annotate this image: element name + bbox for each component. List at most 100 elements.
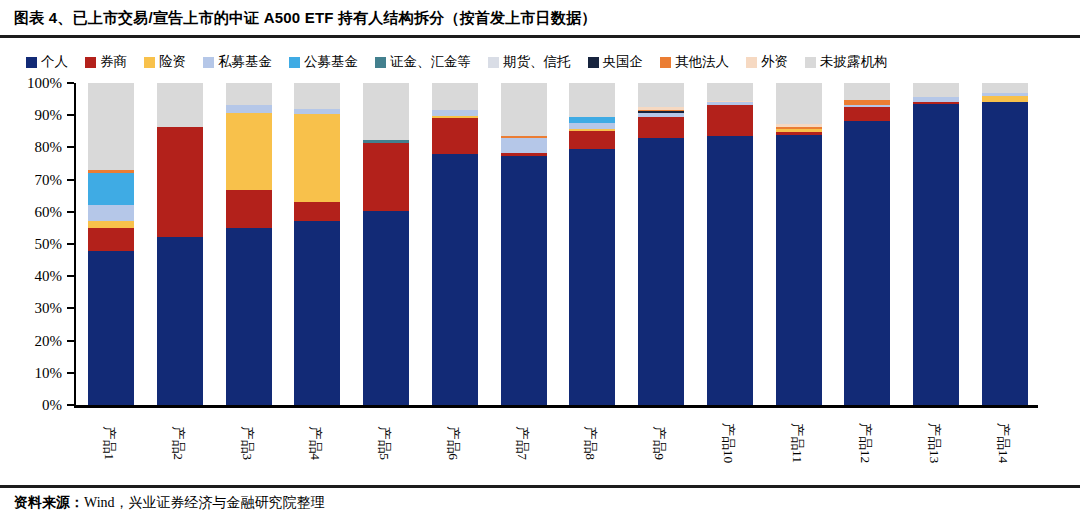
legend-label: 外资	[761, 53, 788, 71]
bar-segment-未披露机构	[982, 83, 1028, 93]
legend-swatch	[746, 57, 757, 68]
bar-产品6	[432, 83, 478, 405]
legend-item-券商: 券商	[85, 53, 127, 71]
bar-segment-未披露机构	[432, 83, 478, 110]
legend-swatch	[588, 57, 599, 68]
page: 图表 4、已上市交易/宣告上市的中证 A500 ETF 持有人结构拆分（按首发上…	[0, 0, 1080, 521]
x-label-产品10: 产品10	[705, 413, 751, 479]
legend-label: 期货、信托	[503, 53, 571, 71]
legend-label: 证金、汇金等	[390, 53, 471, 71]
legend-item-期货、信托: 期货、信托	[488, 53, 571, 71]
bar-产品2	[157, 83, 203, 405]
bar-segment-险资	[226, 113, 272, 190]
y-tick-mark	[67, 372, 74, 374]
source-text: Wind，兴业证券经济与金融研究院整理	[84, 495, 325, 510]
bar-segment-个人	[88, 251, 134, 405]
y-tick-label: 20%	[35, 332, 63, 350]
x-label-产品12: 产品12	[842, 413, 888, 479]
legend-item-央国企: 央国企	[588, 53, 644, 71]
plot-area	[74, 83, 1038, 408]
bar-segment-私募基金	[501, 138, 547, 153]
x-label-text: 产品4	[306, 426, 324, 460]
bar-产品11	[776, 83, 822, 405]
bar-产品9	[638, 83, 684, 405]
x-label-text: 产品12	[856, 423, 874, 464]
x-label-产品2: 产品2	[155, 413, 201, 479]
bar-segment-未披露机构	[707, 83, 753, 101]
x-label-text: 产品5	[375, 426, 393, 460]
x-label-产品1: 产品1	[86, 413, 132, 479]
bar-segment-未披露机构	[776, 83, 822, 124]
bar-segment-券商	[432, 118, 478, 154]
legend-item-外资: 外资	[746, 53, 788, 71]
x-label-text: 产品7	[513, 426, 531, 460]
legend-label: 央国企	[603, 53, 644, 71]
x-label-产品7: 产品7	[499, 413, 545, 479]
x-label-text: 产品1	[100, 426, 118, 460]
y-axis: 0%10%20%30%40%50%60%70%80%90%100%	[0, 83, 66, 405]
x-label-text: 产品9	[650, 426, 668, 460]
x-label-产品5: 产品5	[361, 413, 407, 479]
footer: 资料来源：Wind，兴业证券经济与金融研究院整理	[0, 485, 1080, 521]
y-tick-label: 50%	[35, 235, 63, 253]
bar-segment-券商	[363, 143, 409, 211]
legend-swatch	[805, 57, 816, 68]
bar-segment-个人	[707, 136, 753, 405]
bar-segment-险资	[294, 114, 340, 201]
legend-item-险资: 险资	[144, 53, 186, 71]
x-label-产品14: 产品14	[980, 413, 1026, 479]
bar-segment-个人	[294, 221, 340, 405]
y-tick-label: 80%	[35, 138, 63, 156]
bar-segment-未披露机构	[363, 83, 409, 140]
bar-产品5	[363, 83, 409, 405]
bar-产品10	[707, 83, 753, 405]
legend-item-未披露机构: 未披露机构	[805, 53, 888, 71]
y-tick-label: 10%	[35, 364, 63, 382]
bar-产品7	[501, 83, 547, 405]
bar-产品3	[226, 83, 272, 405]
bar-segment-个人	[501, 156, 547, 405]
legend-item-个人: 个人	[26, 53, 68, 71]
bar-segment-券商	[638, 117, 684, 138]
legend-swatch	[375, 57, 386, 68]
legend-label: 公募基金	[304, 53, 358, 71]
y-tick-label: 0%	[42, 396, 62, 414]
legend-label: 险资	[159, 53, 186, 71]
legend-swatch	[289, 57, 300, 68]
bar-segment-未披露机构	[88, 83, 134, 170]
legend-swatch	[144, 57, 155, 68]
bar-segment-个人	[844, 121, 890, 405]
x-label-text: 产品10	[719, 423, 737, 464]
x-label-text: 产品8	[581, 426, 599, 460]
bar-产品14	[982, 83, 1028, 405]
x-label-产品9: 产品9	[636, 413, 682, 479]
bar-segment-个人	[363, 211, 409, 405]
bar-segment-个人	[776, 135, 822, 405]
legend-item-证金、汇金等: 证金、汇金等	[375, 53, 471, 71]
bar-segment-券商	[294, 202, 340, 222]
y-tick-mark	[67, 211, 74, 213]
x-label-text: 产品6	[444, 426, 462, 460]
bar-segment-未披露机构	[569, 83, 615, 117]
bar-segment-私募基金	[226, 105, 272, 113]
x-label-text: 产品11	[788, 423, 806, 463]
bar-segment-券商	[569, 131, 615, 149]
legend-label: 个人	[41, 53, 68, 71]
y-tick-mark	[67, 340, 74, 342]
x-label-text: 产品13	[925, 423, 943, 464]
y-tick-mark	[67, 243, 74, 245]
y-tick-mark	[67, 82, 74, 84]
legend-item-公募基金: 公募基金	[289, 53, 358, 71]
x-label-text: 产品2	[169, 426, 187, 460]
bar-segment-未披露机构	[157, 83, 203, 127]
y-tick-mark	[67, 146, 74, 148]
x-label-产品6: 产品6	[430, 413, 476, 479]
y-tick-mark	[67, 179, 74, 181]
legend-label: 券商	[100, 53, 127, 71]
chart: 0%10%20%30%40%50%60%70%80%90%100% 产品1产品2…	[0, 79, 1080, 481]
bar-segment-个人	[638, 138, 684, 405]
x-label-text: 产品3	[238, 426, 256, 460]
bar-segment-未披露机构	[638, 83, 684, 107]
x-axis-labels: 产品1 产品2 产品3 产品4 产品5 产品6 产品7 产品8 产品9 产品10 产品11 产品12 产…	[74, 413, 1036, 479]
bar-产品13	[913, 83, 959, 405]
